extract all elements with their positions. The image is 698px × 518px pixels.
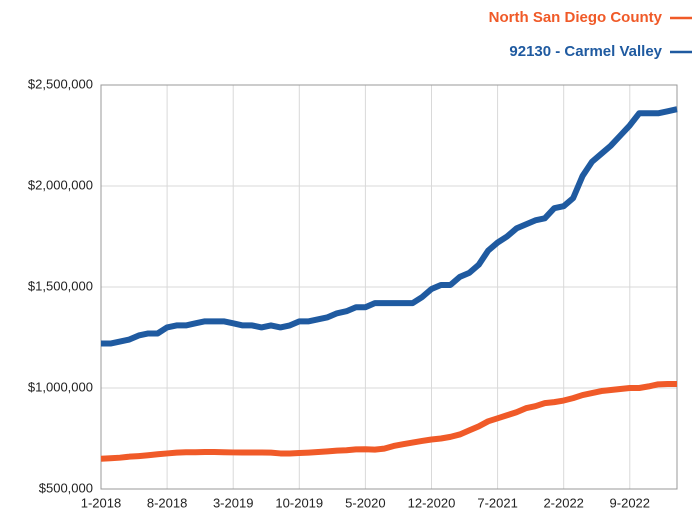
x-tick-label: 10-2019	[275, 495, 323, 510]
x-tick-label: 2-2022	[543, 495, 583, 510]
line	[100, 380, 677, 462]
y-tick-label: $1,000,000	[28, 379, 93, 394]
y-tick-label: $500,000	[39, 480, 93, 495]
x-tick-label: 3-2019	[213, 495, 253, 510]
x-tick-label: 12-2020	[408, 495, 456, 510]
plot-frame	[100, 84, 678, 490]
x-tick-label: 8-2018	[147, 495, 187, 510]
y-tick-label: $2,500,000	[28, 76, 93, 91]
legend-label: 92130 - Carmel Valley	[509, 43, 662, 60]
x-tick-label: 5-2020	[345, 495, 385, 510]
line	[101, 106, 678, 347]
x-tick-label: 9-2022	[610, 495, 650, 510]
legend-label: North San Diego County	[489, 9, 663, 26]
y-tick-label: $2,000,000	[28, 177, 93, 192]
y-tick-label: $1,500,000	[28, 278, 93, 293]
x-tick-label: 1-2018	[81, 495, 121, 510]
x-tick-label: 7-2021	[477, 495, 517, 510]
